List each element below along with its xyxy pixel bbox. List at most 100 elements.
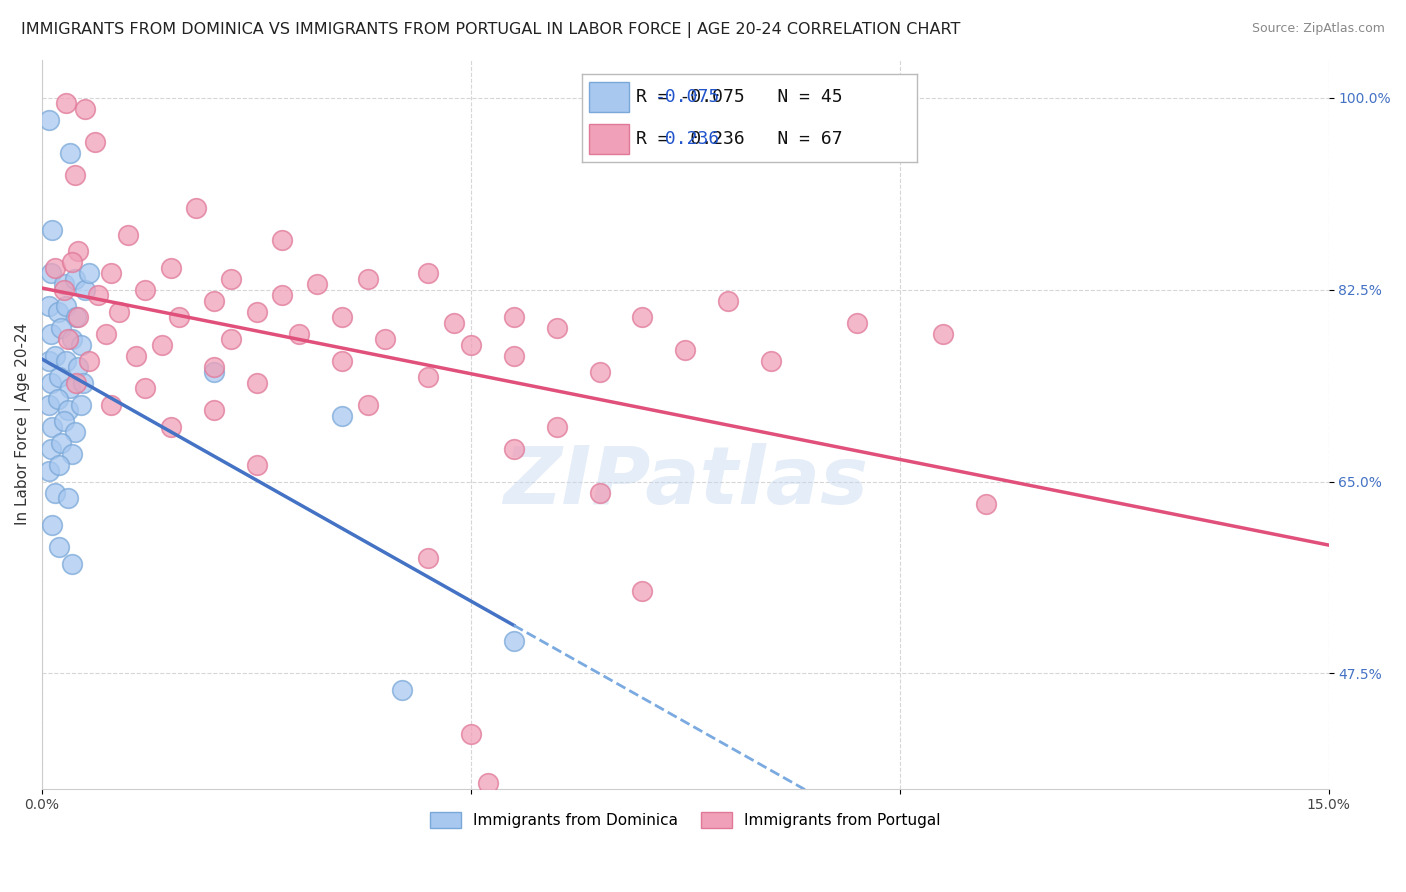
Point: [159, 419, 181, 434]
Point: [46, 304, 69, 318]
Point: [100, 266, 122, 280]
Point: [134, 283, 156, 297]
Point: [38, 354, 60, 368]
Point: [60, 447, 83, 461]
Point: [502, 442, 524, 456]
Point: [202, 403, 225, 417]
Point: [65, 310, 87, 325]
Point: [39, 266, 62, 280]
Point: [245, 376, 267, 390]
Point: [150, 337, 173, 351]
Point: [65, 376, 87, 390]
Point: [48, 370, 70, 384]
Point: [391, 682, 413, 697]
Point: [52, 277, 75, 292]
Point: [84, 135, 107, 149]
Point: [60, 332, 83, 346]
Point: [48, 458, 70, 472]
Point: [41, 222, 63, 236]
Point: [73, 102, 96, 116]
Point: [44, 485, 66, 500]
Point: [56, 403, 79, 417]
Point: [38, 112, 60, 127]
Point: [330, 354, 353, 368]
Point: [49, 321, 72, 335]
Point: [38, 464, 60, 478]
Point: [134, 381, 156, 395]
Point: [271, 234, 294, 248]
Point: [357, 398, 380, 412]
Point: [588, 485, 610, 500]
Point: [502, 349, 524, 363]
Point: [48, 541, 70, 555]
Point: [125, 349, 148, 363]
Point: [219, 272, 242, 286]
Point: [100, 398, 122, 412]
Point: [330, 409, 353, 423]
Point: [357, 272, 380, 286]
Point: [79, 354, 101, 368]
Point: [502, 310, 524, 325]
Point: [502, 633, 524, 648]
Point: [69, 337, 91, 351]
Point: [717, 293, 740, 308]
Point: [477, 776, 499, 790]
Point: [416, 266, 439, 280]
Point: [73, 283, 96, 297]
Point: [46, 392, 69, 407]
Legend: Immigrants from Dominica, Immigrants from Portugal: Immigrants from Dominica, Immigrants fro…: [423, 805, 948, 836]
Point: [67, 244, 90, 259]
Point: [305, 277, 328, 292]
Point: [55, 354, 77, 368]
Point: [49, 436, 72, 450]
Text: Source: ZipAtlas.com: Source: ZipAtlas.com: [1251, 22, 1385, 36]
Point: [117, 227, 139, 242]
Point: [55, 96, 77, 111]
Point: [931, 326, 953, 341]
Point: [38, 398, 60, 412]
Point: [416, 551, 439, 566]
Point: [219, 332, 242, 346]
Point: [63, 168, 86, 182]
Point: [374, 332, 396, 346]
Point: [416, 370, 439, 384]
Point: [79, 266, 101, 280]
Point: [974, 496, 997, 510]
Point: [186, 201, 208, 215]
Point: [108, 304, 131, 318]
Point: [69, 398, 91, 412]
Text: IMMIGRANTS FROM DOMINICA VS IMMIGRANTS FROM PORTUGAL IN LABOR FORCE | AGE 20-24 : IMMIGRANTS FROM DOMINICA VS IMMIGRANTS F…: [21, 22, 960, 38]
Point: [60, 255, 83, 269]
Point: [443, 316, 465, 330]
Point: [56, 491, 79, 505]
Point: [52, 414, 75, 428]
Text: ZIPatlas: ZIPatlas: [503, 443, 868, 522]
Point: [588, 365, 610, 379]
Point: [245, 304, 267, 318]
Point: [41, 419, 63, 434]
Point: [202, 365, 225, 379]
Point: [63, 425, 86, 440]
Point: [202, 359, 225, 374]
Point: [41, 518, 63, 533]
Point: [546, 419, 568, 434]
Point: [460, 727, 482, 741]
Point: [631, 584, 654, 599]
Point: [271, 288, 294, 302]
Point: [759, 354, 782, 368]
Point: [288, 326, 311, 341]
Point: [39, 376, 62, 390]
Point: [58, 145, 80, 160]
Point: [87, 288, 110, 302]
Point: [673, 343, 696, 357]
Point: [631, 310, 654, 325]
Point: [52, 283, 75, 297]
Y-axis label: In Labor Force | Age 20-24: In Labor Force | Age 20-24: [15, 323, 31, 525]
Point: [202, 293, 225, 308]
Point: [44, 349, 66, 363]
Point: [96, 326, 118, 341]
Point: [845, 316, 868, 330]
Point: [60, 557, 83, 571]
Point: [159, 260, 181, 275]
Point: [58, 381, 80, 395]
